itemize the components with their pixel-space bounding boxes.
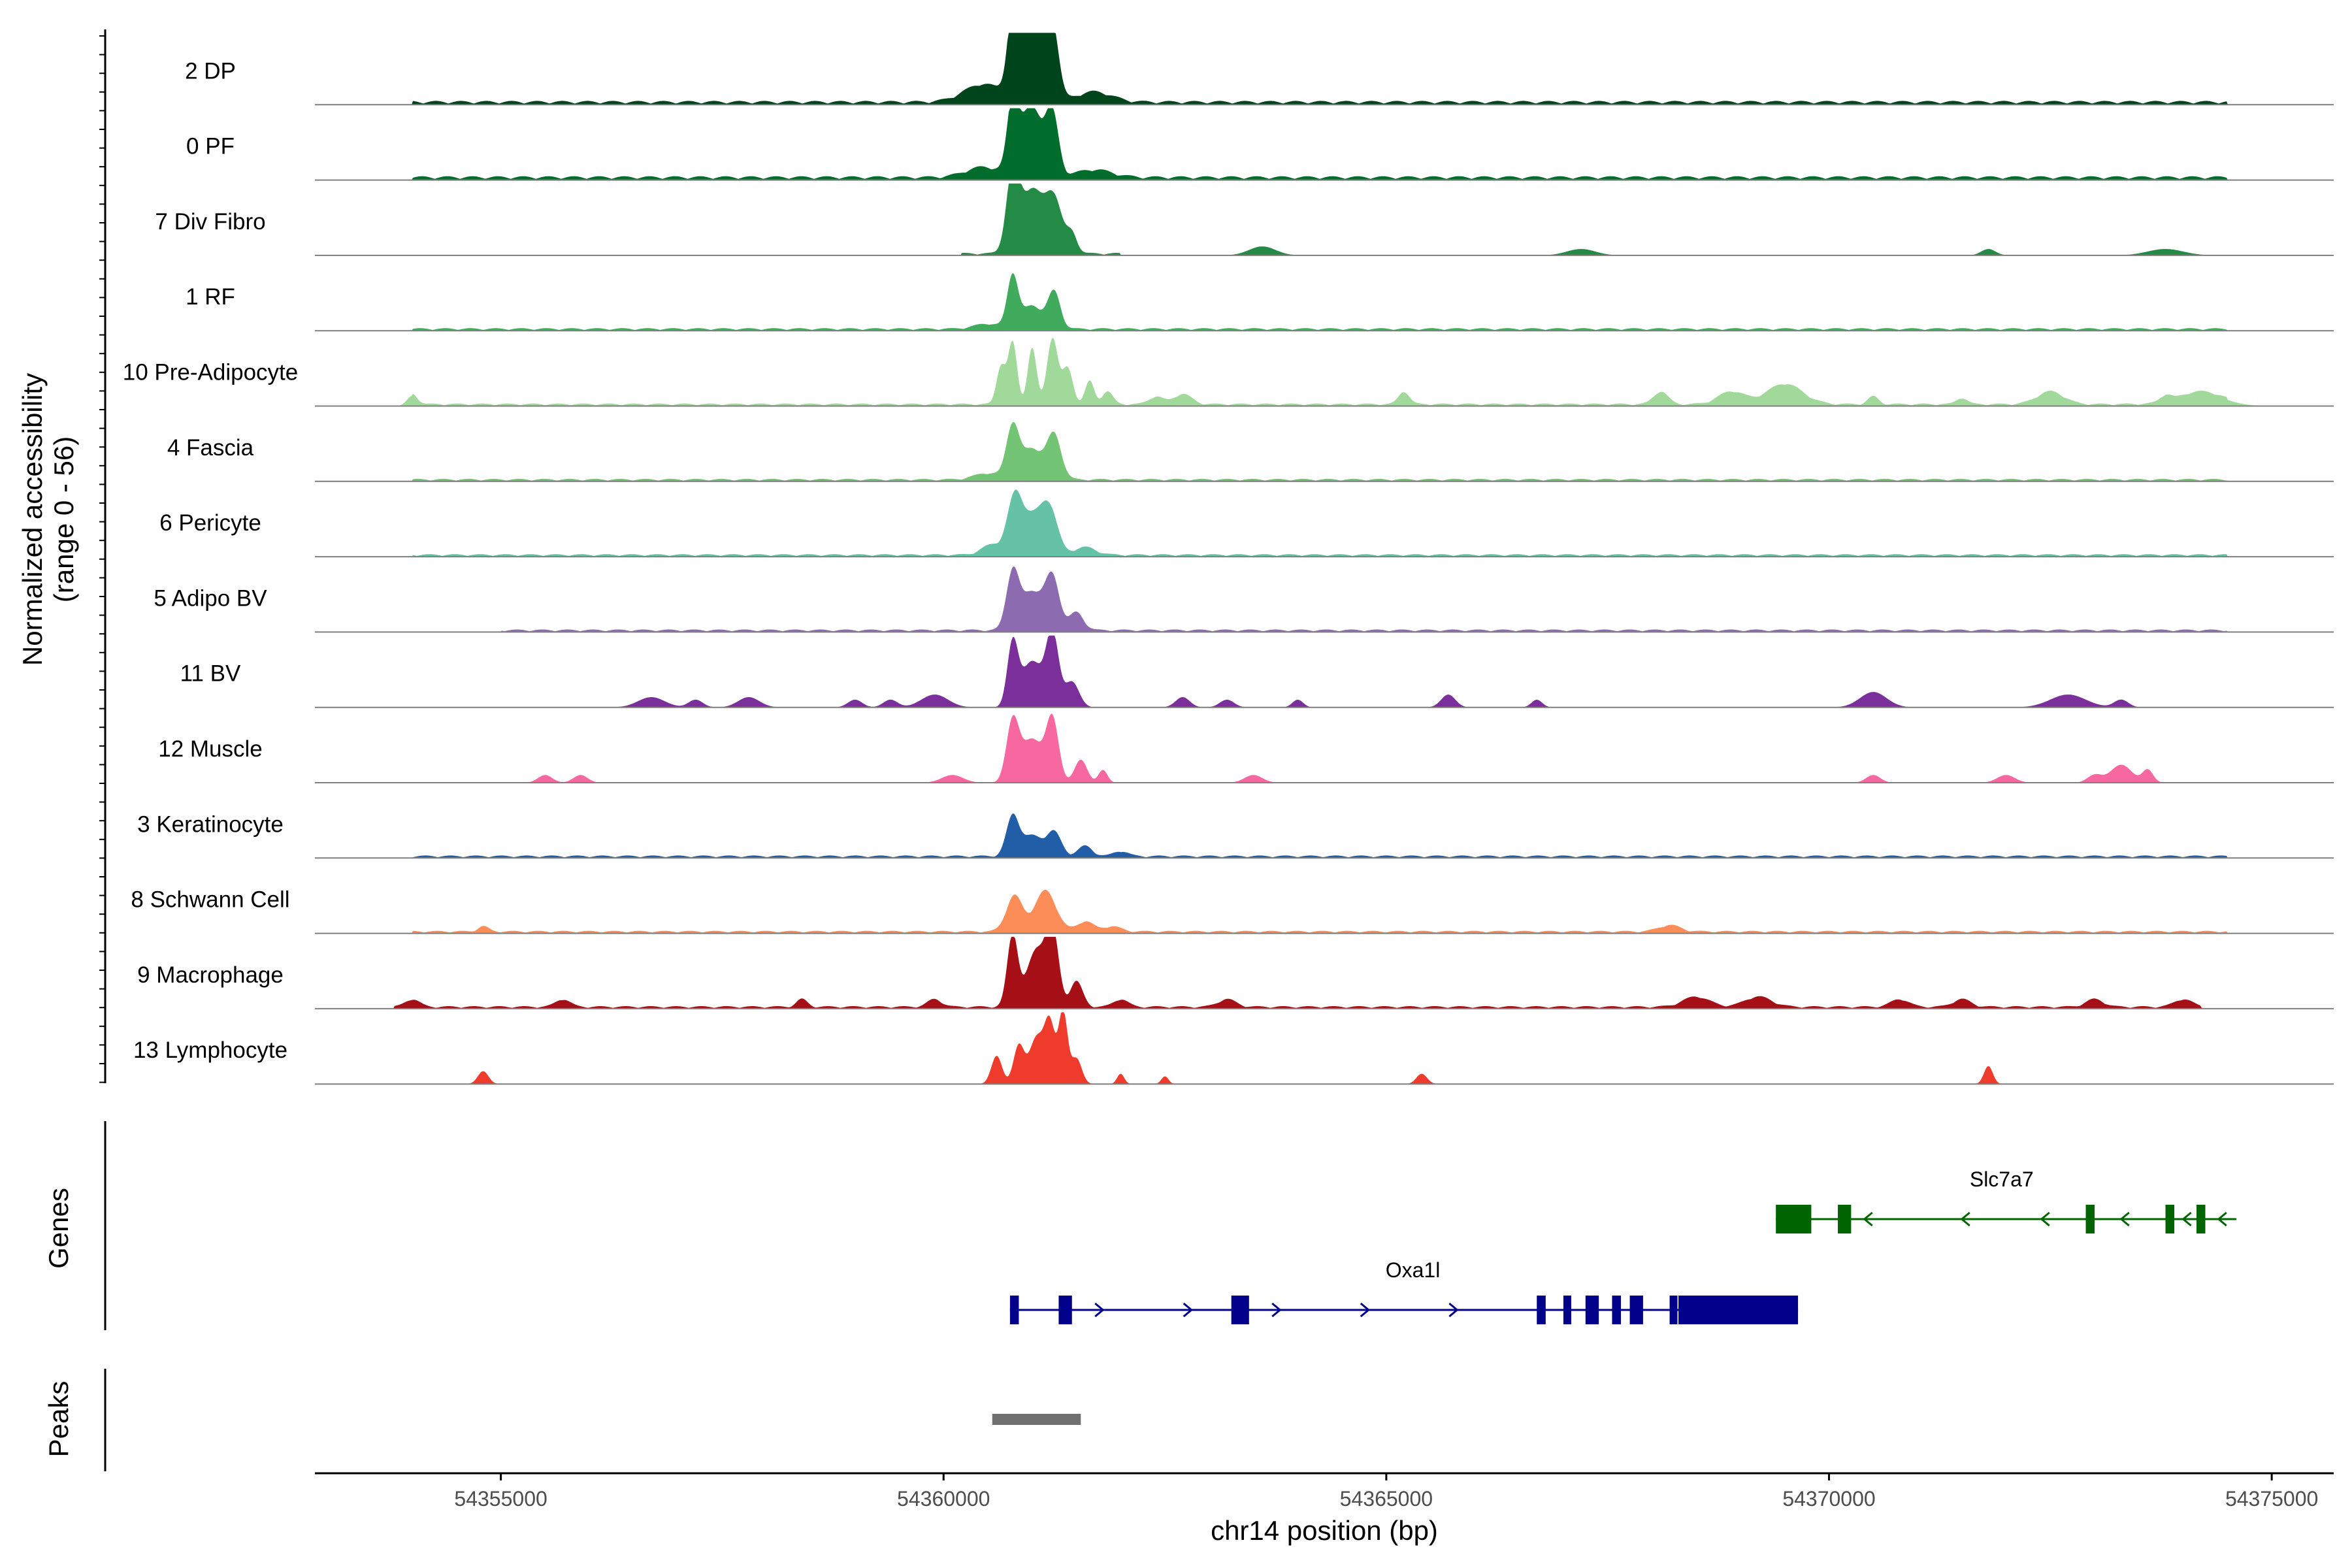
coverage-area-3-keratinocyte (315, 813, 2334, 858)
gene-exon-slc7a7 (2196, 1205, 2206, 1233)
track-6-pericyte: 6 Pericyte (159, 489, 2334, 558)
peak-region (992, 1414, 1081, 1425)
coverage-area-10-pre-adipocyte (315, 338, 2334, 406)
gene-exon-oxa1l (1058, 1296, 1072, 1324)
y-axis-title-line2: (range 0 - 56) (48, 436, 79, 602)
coverage-tracks: 2 DP 0 PF 7 Div Fibro 1 RF 10 Pre-Adipocyte 4… (123, 33, 2334, 1085)
gene-exon-slc7a7 (2165, 1205, 2175, 1233)
gene-exon-slc7a7 (1838, 1205, 1852, 1233)
gene-label-slc7a7: Slc7a7 (1970, 1168, 2034, 1191)
coverage-area-2-dp (315, 33, 2334, 105)
peak-track (992, 1414, 1081, 1425)
coverage-area-13-lymphocyte (315, 1012, 2334, 1085)
coverage-area-7-div-fibro (315, 183, 2334, 255)
gene-strand-arrow-slc7a7 (1863, 1211, 1873, 1227)
coverage-area-1-rf (315, 272, 2334, 331)
coverage-area-5-adipo-bv (315, 566, 2334, 632)
track-label-1-rf: 1 RF (186, 284, 235, 310)
x-axis-title: chr14 position (bp) (1211, 1515, 1438, 1546)
gene-strand-arrow-slc7a7 (2040, 1211, 2050, 1227)
gene-exon-oxa1l (1669, 1296, 1678, 1324)
coverage-area-11-bv (315, 635, 2334, 708)
track-label-10-pre-adipocyte: 10 Pre-Adipocyte (123, 360, 298, 385)
track-label-6-pericyte: 6 Pericyte (159, 510, 261, 536)
track-4-fascia: 4 Fascia (167, 421, 2334, 482)
track-0-pf: 0 PF (186, 108, 2334, 181)
gene-exon-oxa1l (1231, 1296, 1249, 1324)
track-label-2-dp: 2 DP (185, 58, 236, 84)
x-axis-tick-label: 54365000 (1340, 1487, 1433, 1511)
y-axis-title-line1: Normalized accessibility (17, 373, 48, 666)
track-10-pre-adipocyte: 10 Pre-Adipocyte (123, 338, 2334, 407)
gene-exon-oxa1l (1537, 1296, 1546, 1324)
track-5-adipo-bv: 5 Adipo BV (154, 566, 2334, 633)
y-axis-title: Normalized accessibility (range 0 - 56) (17, 373, 79, 666)
gene-slc7a7: Slc7a7 (1776, 1168, 2236, 1233)
gene-exon-oxa1l (1009, 1296, 1019, 1324)
track-label-8-schwann-cell: 8 Schwann Cell (131, 887, 289, 913)
track-12-muscle: 12 Muscle (158, 713, 2334, 783)
gene-exon-oxa1l (1585, 1296, 1599, 1324)
x-axis-tick-label: 54375000 (2225, 1487, 2318, 1511)
gene-exon-oxa1l (1678, 1296, 1799, 1324)
gene-exon-oxa1l (1629, 1296, 1643, 1324)
track-13-lymphocyte: 13 Lymphocyte (133, 1012, 2334, 1085)
coverage-area-8-schwann-cell (315, 889, 2334, 934)
gene-exon-oxa1l (1612, 1296, 1622, 1324)
track-label-5-adipo-bv: 5 Adipo BV (154, 585, 267, 611)
track-label-7-div-fibro: 7 Div Fibro (155, 209, 265, 235)
track-2-dp: 2 DP (185, 33, 2334, 106)
coverage-area-12-muscle (315, 713, 2334, 783)
gene-strand-arrow-oxa1l (1271, 1302, 1282, 1318)
track-9-macrophage: 9 Macrophage (137, 936, 2334, 1009)
coverage-area-6-pericyte (315, 489, 2334, 557)
coverage-area-4-fascia (315, 421, 2334, 482)
gene-exon-oxa1l (1563, 1296, 1571, 1324)
peaks-section-label: Peaks (43, 1381, 74, 1458)
coverage-y-axis-ticks (99, 35, 105, 1083)
track-label-12-muscle: 12 Muscle (158, 736, 263, 762)
x-axis-tick-label: 54370000 (1782, 1487, 1875, 1511)
gene-strand-arrow-oxa1l (1094, 1302, 1105, 1318)
track-label-0-pf: 0 PF (186, 134, 235, 159)
track-11-bv: 11 BV (180, 635, 2334, 708)
gene-strand-arrow-slc7a7 (2217, 1211, 2227, 1227)
track-label-9-macrophage: 9 Macrophage (137, 962, 284, 988)
gene-strand-arrow-oxa1l (1448, 1302, 1459, 1318)
track-1-rf: 1 RF (186, 272, 2334, 332)
track-label-3-keratinocyte: 3 Keratinocyte (137, 811, 284, 837)
track-label-4-fascia: 4 Fascia (167, 435, 254, 461)
gene-strand-arrow-slc7a7 (1960, 1211, 1970, 1227)
track-label-11-bv: 11 BV (180, 661, 241, 687)
x-axis-ticks: 54355000 54360000 54365000 54370000 54375000 (454, 1473, 2318, 1511)
track-8-schwann-cell: 8 Schwann Cell (131, 887, 2334, 934)
coverage-area-0-pf (315, 108, 2334, 180)
track-label-13-lymphocyte: 13 Lymphocyte (133, 1037, 287, 1063)
gene-track: Slc7a7 Oxa1l (1009, 1168, 2236, 1324)
gene-exon-slc7a7 (2085, 1205, 2095, 1233)
gene-strand-arrow-slc7a7 (2181, 1211, 2192, 1227)
x-axis-tick-label: 54360000 (897, 1487, 990, 1511)
gene-strand-arrow-slc7a7 (2119, 1211, 2130, 1227)
gene-strand-arrow-oxa1l (1360, 1302, 1371, 1318)
track-3-keratinocyte: 3 Keratinocyte (137, 811, 2334, 859)
gene-exon-slc7a7 (1776, 1205, 1812, 1233)
coverage-area-9-macrophage (315, 936, 2334, 1009)
x-axis-tick-label: 54355000 (454, 1487, 547, 1511)
gene-strand-arrow-oxa1l (1183, 1302, 1194, 1318)
gene-oxa1l: Oxa1l (1009, 1258, 1799, 1324)
track-7-div-fibro: 7 Div Fibro (155, 183, 2334, 256)
genes-section-label: Genes (43, 1188, 74, 1269)
gene-label-oxa1l: Oxa1l (1386, 1258, 1441, 1282)
